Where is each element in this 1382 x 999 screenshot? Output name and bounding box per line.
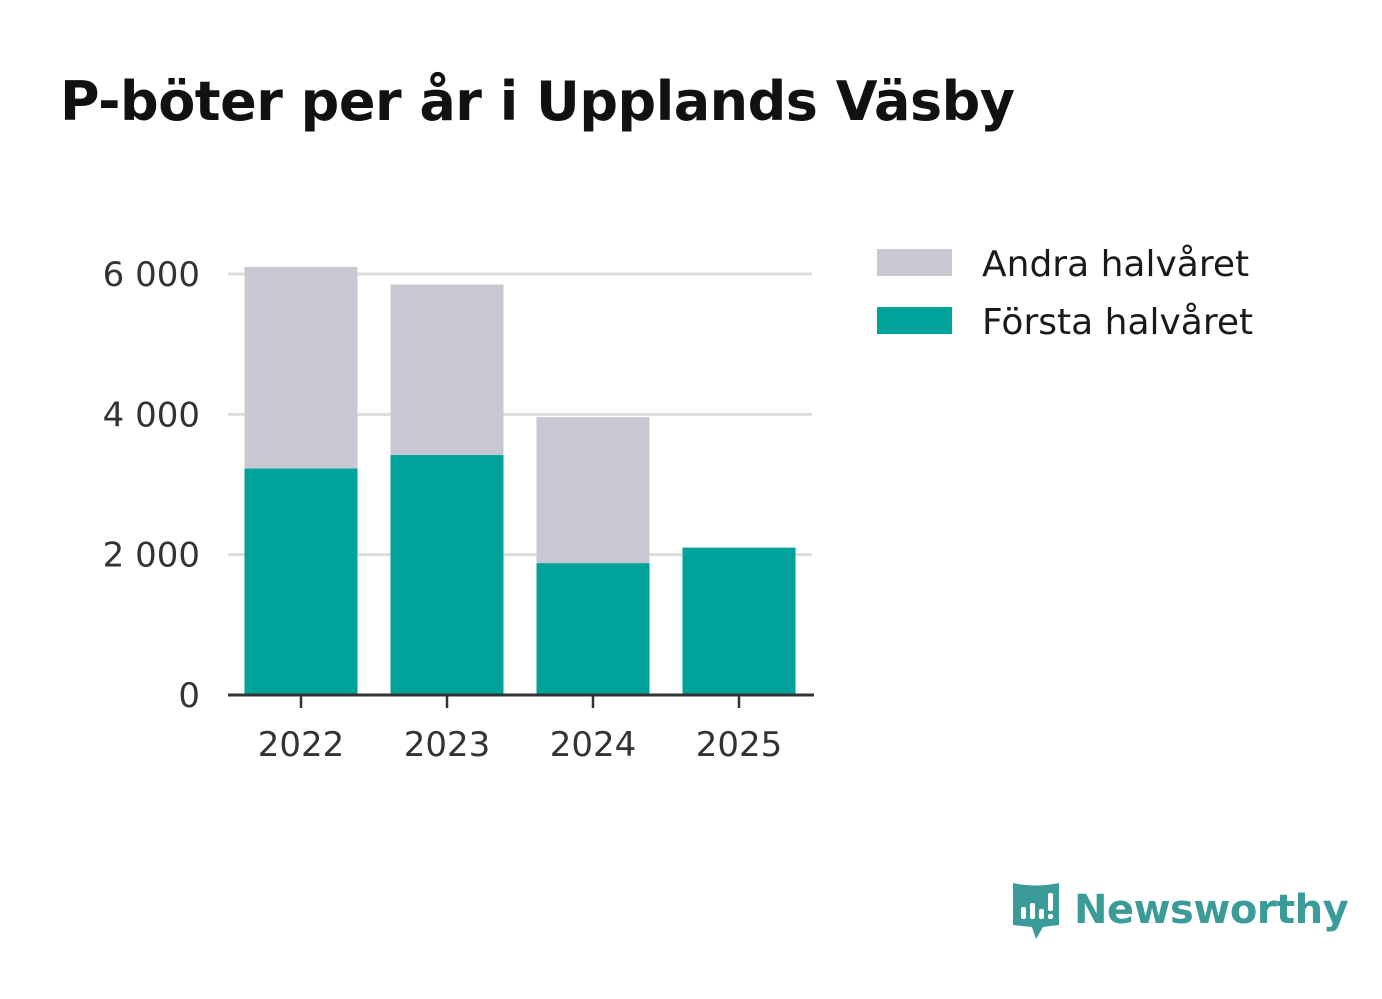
logo-text: Newsworthy	[1074, 887, 1349, 933]
y-tick-label-3: 6 000	[103, 255, 200, 295]
bars	[244, 266, 796, 695]
y-tick-label-2: 4 000	[103, 395, 200, 435]
x-tick-label-2025: 2025	[696, 725, 783, 765]
legend-label-1: Första halvåret	[982, 302, 1253, 343]
x-tick-label-2023: 2023	[404, 725, 491, 765]
axes: 0 2 000 4 000 6 000 2022 2023 2024 2025	[103, 255, 814, 765]
y-tick-label-0: 0	[178, 676, 200, 716]
y-tick-label-1: 2 000	[103, 536, 200, 576]
bar-2023-series-0	[390, 455, 504, 695]
newsworthy-logo: Newsworthy	[1010, 878, 1349, 942]
x-tick-label-2024: 2024	[550, 725, 637, 765]
x-tick-label-2022: 2022	[258, 725, 345, 765]
bar-2025-series-0	[682, 547, 796, 695]
legend: Andra halvåret Första halvåret	[877, 244, 1253, 343]
bar-2022-series-0	[244, 468, 358, 695]
legend-swatch-0	[877, 249, 952, 276]
bar-2023-series-1	[390, 284, 504, 456]
bar-2024-series-0	[536, 563, 650, 695]
newsworthy-speech-bubble-bar-icon	[1013, 883, 1059, 939]
chart-title: P-böter per år i Upplands Väsby	[60, 70, 1015, 133]
bar-2022-series-1	[244, 266, 358, 469]
legend-swatch-1	[877, 307, 952, 334]
bar-2024-series-1	[536, 417, 650, 564]
legend-label-0: Andra halvåret	[982, 244, 1249, 285]
